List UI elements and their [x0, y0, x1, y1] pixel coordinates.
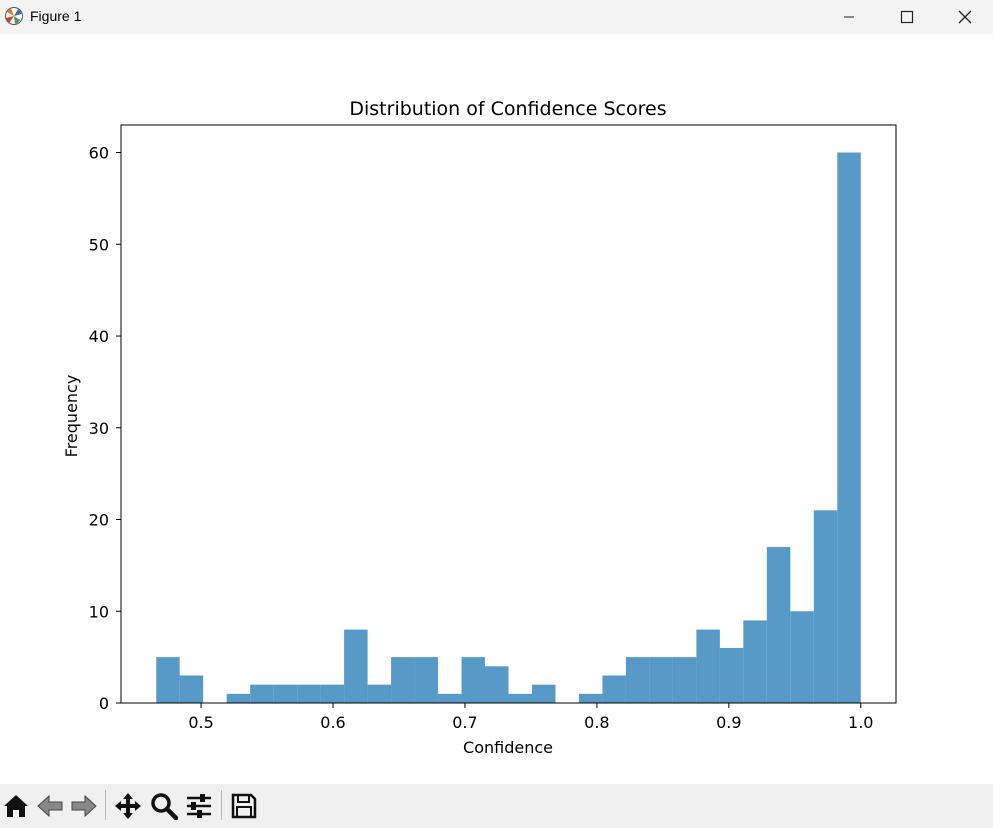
histogram-bar — [602, 675, 626, 703]
histogram-bar — [743, 620, 767, 703]
x-tick-label: 0.6 — [320, 713, 345, 732]
y-tick-label: 30 — [89, 419, 109, 438]
figure-canvas: Distribution of Confidence Scores 0.5 0.6… — [0, 34, 993, 784]
histogram-bar — [508, 693, 532, 703]
bars-group — [156, 152, 861, 703]
y-tick-label: 40 — [89, 327, 109, 346]
histogram-bar — [790, 611, 814, 703]
y-axis-ticks: 0 10 20 30 40 50 60 — [89, 144, 121, 713]
y-tick-label: 10 — [89, 602, 109, 621]
histogram-bar — [273, 684, 298, 703]
histogram-bar — [485, 666, 509, 703]
histogram-bar — [391, 657, 415, 703]
minimize-icon — [844, 16, 854, 18]
x-tick-label: 0.9 — [716, 713, 741, 732]
histogram-bar — [320, 684, 345, 703]
matplotlib-app-icon — [5, 7, 23, 25]
maximize-icon — [900, 10, 914, 24]
home-button[interactable] — [0, 790, 32, 822]
forward-button[interactable] — [68, 790, 100, 822]
forward-icon — [71, 794, 97, 818]
close-icon — [958, 10, 972, 24]
configure-icon — [187, 794, 211, 818]
pan-button[interactable] — [112, 790, 144, 822]
histogram-bar — [813, 510, 838, 703]
save-button[interactable] — [228, 790, 260, 822]
histogram-bar — [531, 684, 556, 703]
histogram-bar — [672, 657, 697, 703]
y-axis-label: Frequency — [62, 375, 81, 458]
histogram-bar — [344, 629, 368, 703]
x-tick-label: 0.5 — [188, 713, 213, 732]
y-tick-label: 20 — [89, 511, 109, 530]
home-icon — [4, 795, 28, 817]
histogram-bar — [226, 693, 251, 703]
histogram-bar — [156, 657, 180, 703]
y-tick-label: 60 — [89, 144, 109, 163]
histogram-bar — [696, 629, 720, 703]
title-bar: Figure 1 — [0, 0, 993, 34]
chart-title: Distribution of Confidence Scores — [349, 98, 666, 120]
zoom-icon — [151, 793, 178, 820]
window-title: Figure 1 — [30, 8, 82, 24]
histogram-bar — [438, 693, 462, 703]
y-tick-label: 50 — [89, 235, 109, 254]
back-icon — [37, 794, 63, 818]
histogram-bar — [179, 675, 204, 703]
configure-subplots-button[interactable] — [183, 790, 215, 822]
zoom-button[interactable] — [148, 790, 180, 822]
histogram-bar — [625, 657, 650, 703]
histogram-bar — [414, 657, 439, 703]
histogram-bar — [837, 152, 861, 703]
histogram-chart: Distribution of Confidence Scores 0.5 0.6… — [62, 98, 897, 757]
toolbar-separator — [105, 790, 106, 820]
histogram-bar — [250, 684, 274, 703]
y-tick-label: 0 — [99, 694, 109, 713]
toolbar-separator — [221, 790, 222, 820]
minimize-button[interactable] — [820, 0, 878, 34]
axes-frame — [120, 124, 897, 704]
pan-icon — [115, 793, 141, 819]
x-tick-label: 0.7 — [452, 713, 477, 732]
x-axis-label: Confidence — [463, 738, 553, 757]
histogram-bar — [766, 547, 791, 703]
histogram-bar — [578, 693, 603, 703]
histogram-bar — [461, 657, 486, 703]
back-button[interactable] — [34, 790, 66, 822]
x-tick-label: 1.0 — [848, 713, 873, 732]
histogram-bar — [367, 684, 392, 703]
histogram-bar — [649, 657, 673, 703]
histogram-bar — [719, 647, 744, 703]
x-tick-label: 0.8 — [584, 713, 609, 732]
x-axis-ticks: 0.5 0.6 0.7 0.8 0.9 1.0 — [188, 703, 873, 732]
close-button[interactable] — [936, 0, 993, 34]
navigation-toolbar — [0, 784, 993, 828]
maximize-button[interactable] — [878, 0, 936, 34]
save-icon — [231, 793, 257, 819]
histogram-bar — [297, 684, 321, 703]
